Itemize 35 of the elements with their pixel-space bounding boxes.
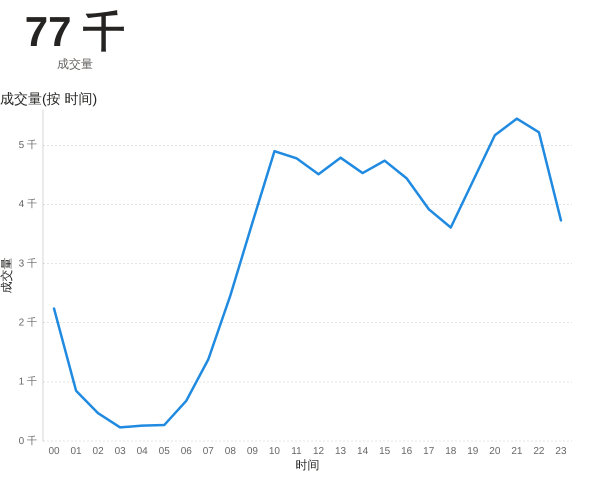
x-tick-label: 22 bbox=[533, 446, 545, 457]
x-tick-label: 17 bbox=[423, 446, 435, 457]
x-tick-label: 03 bbox=[114, 446, 126, 457]
y-tick-label: 0 千 bbox=[18, 434, 37, 447]
x-tick-label: 15 bbox=[379, 446, 391, 457]
chart-title: 成交量(按 时间) bbox=[0, 90, 98, 106]
x-tick-label: 21 bbox=[511, 446, 523, 457]
x-tick-label: 09 bbox=[246, 446, 258, 457]
text: 成交量 bbox=[57, 56, 93, 72]
x-tick-label: 11 bbox=[291, 446, 302, 457]
x-tick-label: 12 bbox=[312, 446, 325, 457]
y-tick-label: 3 千 bbox=[18, 257, 37, 270]
x-tick-label: 06 bbox=[180, 446, 192, 457]
x-tick-label: 07 bbox=[202, 446, 214, 457]
x-tick-label: 00 bbox=[48, 446, 60, 457]
x-tick-label: 05 bbox=[158, 446, 170, 457]
y-tick-label: 1 千 bbox=[18, 376, 37, 388]
x-tick-label: 08 bbox=[224, 446, 236, 457]
x-tick-label: 19 bbox=[467, 446, 479, 457]
x-tick-label: 01 bbox=[70, 446, 82, 457]
x-tick-label: 20 bbox=[489, 446, 501, 457]
y-tick-label: 2 千 bbox=[18, 316, 37, 328]
x-tick-label: 18 bbox=[445, 446, 457, 457]
text: 77 千 bbox=[24, 8, 126, 56]
y-tick-label: 4 千 bbox=[18, 198, 37, 210]
x-tick-label: 14 bbox=[357, 446, 369, 457]
x-tick-label: 02 bbox=[92, 446, 104, 457]
x-tick-label: 16 bbox=[401, 446, 413, 457]
x-tick-label: 04 bbox=[136, 446, 148, 457]
x-tick-label: 13 bbox=[335, 446, 347, 457]
y-tick-label: 5 千 bbox=[18, 139, 37, 152]
y-axis-title: 成交量 bbox=[0, 257, 14, 294]
x-tick-label: 10 bbox=[268, 446, 280, 457]
x-axis-title: 时间 bbox=[296, 458, 320, 472]
x-tick-label: 23 bbox=[555, 446, 567, 457]
